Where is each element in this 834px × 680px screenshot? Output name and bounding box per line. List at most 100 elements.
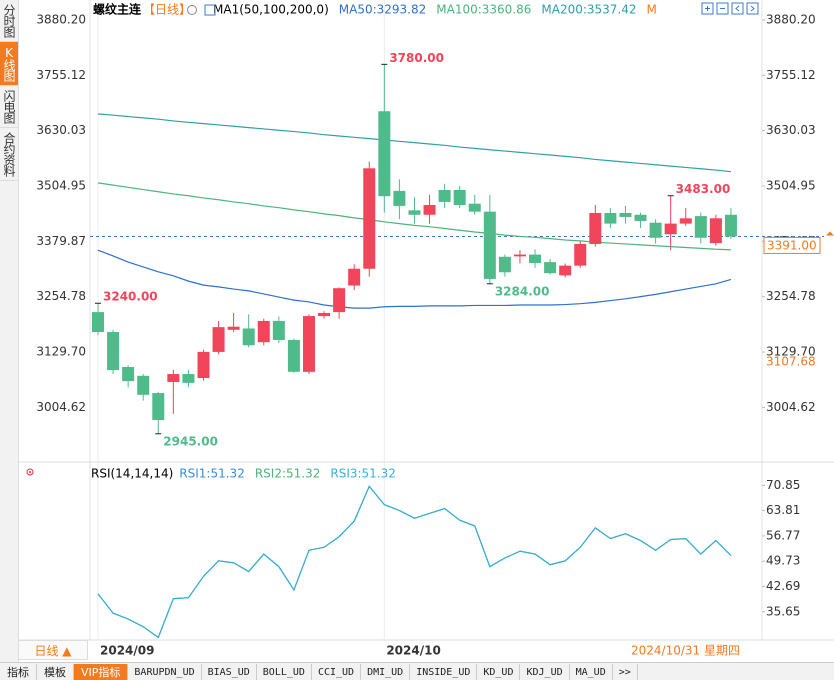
y-tick-label: 3129.70 bbox=[36, 345, 86, 359]
candle-body bbox=[348, 268, 361, 286]
y-tick-label: 35.65 bbox=[766, 604, 800, 618]
candle-body bbox=[559, 265, 572, 276]
last-price-marker bbox=[826, 231, 834, 236]
candle-body bbox=[604, 212, 617, 224]
indicator-tab[interactable]: VIP指标 bbox=[74, 663, 129, 680]
y-tick-label: 3504.95 bbox=[766, 179, 816, 193]
candle-body bbox=[634, 214, 647, 221]
indicator-tab[interactable]: KD_UD bbox=[477, 663, 521, 680]
legend-entry: MA100:3360.86 bbox=[436, 3, 531, 17]
sidebar-tab[interactable]: 分时图 bbox=[0, 0, 18, 42]
candle-body bbox=[122, 366, 135, 382]
candle-body bbox=[423, 205, 436, 215]
indicator-tab[interactable]: KDJ_UD bbox=[520, 663, 570, 680]
candle-body bbox=[619, 212, 632, 217]
candle-body bbox=[182, 374, 195, 383]
shrink-icon[interactable] bbox=[716, 2, 729, 15]
legend-entry: RSI2:51.32 bbox=[255, 467, 321, 481]
y-tick-label: 3504.95 bbox=[36, 179, 86, 193]
indicator-tab[interactable]: MA_UD bbox=[570, 663, 613, 680]
candle-body bbox=[529, 254, 542, 263]
y-tick-label: 3630.03 bbox=[36, 123, 86, 137]
right-icon bbox=[750, 5, 755, 12]
background bbox=[18, 0, 834, 662]
y-tick-label: 70.85 bbox=[766, 478, 800, 492]
candle-body bbox=[167, 374, 180, 382]
sidebar-tab[interactable]: 合约资料 bbox=[0, 128, 18, 181]
indicator-tab[interactable]: >> bbox=[613, 663, 638, 680]
last-price-box bbox=[763, 236, 821, 254]
y-tick-label: 3630.03 bbox=[766, 123, 816, 137]
zoom-icon bbox=[705, 6, 710, 11]
annotation: 2945.00 bbox=[163, 434, 218, 448]
candle-body bbox=[468, 203, 481, 212]
candle-body bbox=[679, 218, 692, 224]
candle-body bbox=[378, 111, 391, 197]
ma-line bbox=[97, 182, 731, 251]
chart-title: 螺纹主连 bbox=[93, 2, 142, 17]
left-icon bbox=[735, 5, 740, 12]
chart: 2024/10/31 星期四 3880.20 3880.20 3755.12 3755.… bbox=[18, 0, 834, 662]
ma-line bbox=[97, 113, 732, 173]
candle-body bbox=[242, 328, 255, 346]
candle-body bbox=[574, 243, 587, 266]
candle-body bbox=[257, 320, 270, 343]
indicator-tabs: 指标 模板 VIP指标 BARUPDN_UD BIAS_UD BOLL_UD CCI_UD D… bbox=[0, 662, 834, 680]
x-tick-label: 2024/09 bbox=[100, 644, 154, 658]
indicator-tab[interactable]: BIAS_UD bbox=[202, 663, 257, 680]
period-button[interactable]: 日线 ▲ bbox=[18, 640, 88, 660]
date-label: 2024/10/31 星期四 bbox=[631, 644, 740, 658]
y-tick-label: 49.73 bbox=[766, 554, 800, 568]
indicator-tab[interactable]: BARUPDN_UD bbox=[128, 663, 202, 680]
sidebar: 分时图 K线图 闪电图 合约资料 bbox=[0, 0, 19, 662]
candle-body bbox=[137, 375, 150, 395]
candle-body bbox=[453, 189, 466, 206]
toolbar-icons[interactable] bbox=[701, 2, 759, 15]
indicator: MA1(50,100,200,0) bbox=[213, 3, 329, 17]
y-tick-label: 3755.12 bbox=[36, 68, 86, 82]
icon bbox=[29, 471, 31, 473]
candle-body bbox=[333, 288, 346, 313]
candle-body bbox=[393, 190, 406, 206]
legend-entry: MA50:3293.82 bbox=[339, 3, 427, 17]
indicator-tab[interactable]: 模板 bbox=[37, 663, 74, 680]
y-tick-label: 3254.78 bbox=[766, 289, 816, 303]
left-icon[interactable] bbox=[731, 2, 744, 15]
rsi-settings-icon[interactable] bbox=[26, 468, 34, 476]
y-tick-label: 3379.87 bbox=[36, 234, 86, 248]
zoom-icon[interactable] bbox=[701, 2, 714, 15]
rsi-line bbox=[97, 485, 732, 639]
y-tick-label: 42.69 bbox=[766, 579, 800, 593]
indicator-tab[interactable]: INSIDE_UD bbox=[410, 663, 478, 680]
candle-body bbox=[408, 210, 421, 215]
period: 【日线】 bbox=[143, 3, 191, 17]
icon bbox=[26, 468, 34, 476]
sidebar-tab[interactable]: K线图 bbox=[0, 42, 18, 86]
indicator-tab[interactable]: CCI_UD bbox=[312, 663, 362, 680]
indicator-tab[interactable]: DMI_UD bbox=[361, 663, 411, 680]
right-icon[interactable] bbox=[746, 2, 759, 15]
candle-body bbox=[694, 216, 707, 238]
y-tick-label: 3004.62 bbox=[36, 400, 86, 414]
annotation: 3483.00 bbox=[676, 182, 731, 196]
candle-body bbox=[438, 189, 451, 202]
candle-body bbox=[92, 312, 104, 333]
candle-body bbox=[318, 312, 331, 317]
y-tick-label: 3755.12 bbox=[766, 68, 816, 82]
x-tick-label: 2024/10 bbox=[386, 644, 440, 658]
last-price-label: 3391.00 bbox=[767, 238, 817, 252]
legend-overflow: M bbox=[647, 3, 657, 17]
indicator-tab[interactable]: BOLL_UD bbox=[257, 663, 312, 680]
candle-body bbox=[649, 222, 662, 238]
candle-body bbox=[287, 339, 300, 372]
annotation: 3780.00 bbox=[389, 51, 444, 65]
indicator-tab[interactable]: 指标 bbox=[0, 663, 37, 680]
y-tick-label: 3880.20 bbox=[766, 13, 816, 27]
candle-body bbox=[483, 211, 496, 279]
y-tick-label: 3254.78 bbox=[36, 289, 86, 303]
candle-body bbox=[709, 218, 722, 244]
candle-body bbox=[107, 332, 120, 371]
sidebar-tab[interactable]: 闪电图 bbox=[0, 86, 18, 128]
annotation: 3284.00 bbox=[495, 284, 550, 298]
indicator-icon bbox=[204, 4, 216, 16]
